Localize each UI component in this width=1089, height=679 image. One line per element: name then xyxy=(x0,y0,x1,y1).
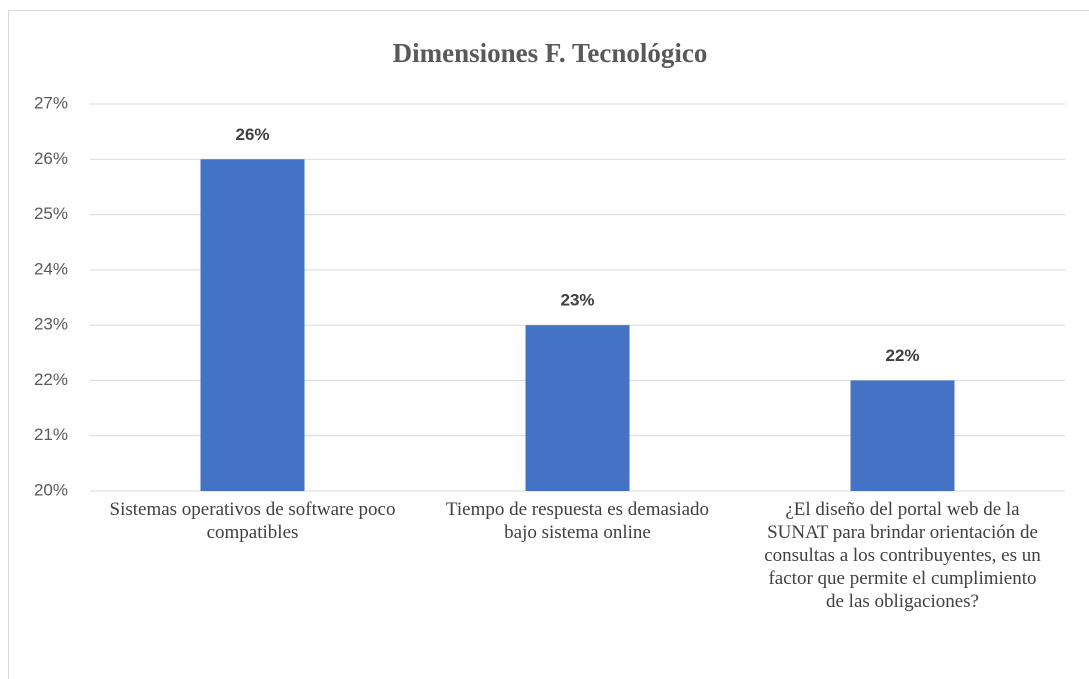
bar xyxy=(850,380,955,491)
chart-title: Dimensiones F. Tecnológico xyxy=(393,38,708,68)
x-tick-label: Tiempo de respuesta es demasiado bajo si… xyxy=(445,499,710,543)
y-tick-label: 20% xyxy=(34,480,68,499)
y-tick-label: 26% xyxy=(34,149,68,168)
y-tick-label: 22% xyxy=(34,370,68,389)
data-label: 23% xyxy=(560,291,594,310)
data-label: 26% xyxy=(235,125,269,144)
bar xyxy=(525,325,630,491)
y-tick-label: 27% xyxy=(34,93,68,112)
x-tick-label: Sistemas operativos de software poco com… xyxy=(109,499,396,543)
y-tick-label: 23% xyxy=(34,315,68,334)
y-tick-label: 25% xyxy=(34,204,68,223)
data-label: 22% xyxy=(885,346,919,365)
bar xyxy=(200,159,305,492)
x-tick-label: ¿El diseño del portal web de la SUNAT pa… xyxy=(764,499,1041,612)
y-tick-label: 21% xyxy=(34,425,68,444)
y-tick-label: 24% xyxy=(34,259,68,278)
